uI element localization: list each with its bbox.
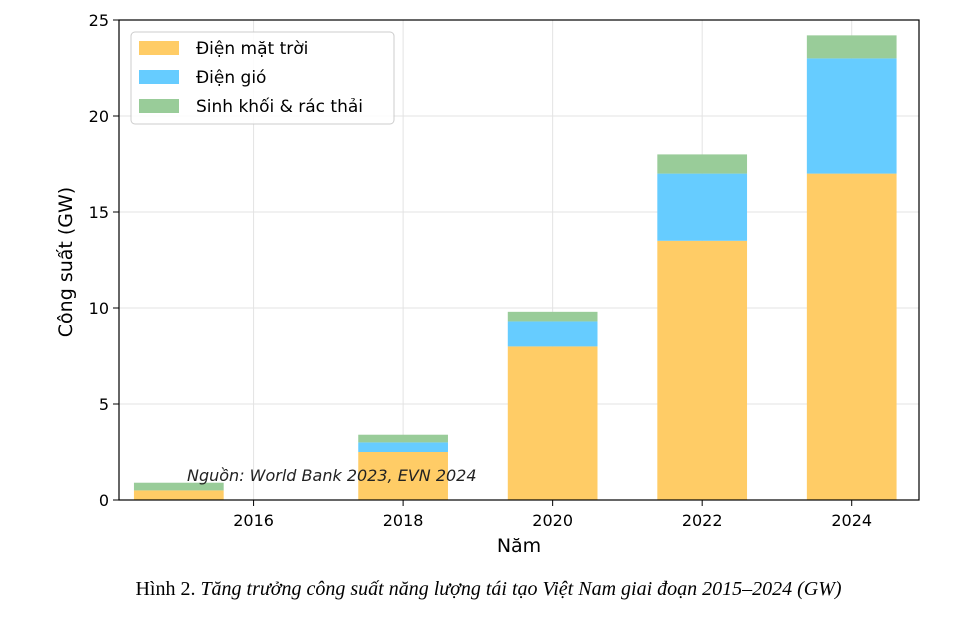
legend-swatch-1 [139, 70, 179, 84]
bar-2020-series-0 [507, 346, 598, 500]
legend-swatch-2 [139, 99, 179, 113]
bar-2018-series-0 [358, 452, 448, 500]
y-tick-label: 15 [89, 203, 109, 222]
y-tick-label: 25 [89, 11, 109, 30]
ticks: 0 5 10 15 20 25 2016 2018 2020 2022 2024 [89, 11, 872, 530]
legend-frame [130, 31, 395, 125]
y-axis-label: Công suất (GW) [55, 187, 77, 337]
bar-2022-series-0 [657, 240, 748, 501]
bar-2015-series-0 [133, 490, 224, 500]
y-tick-label: 5 [99, 395, 109, 414]
bar-2024-series-2 [806, 35, 897, 59]
bar-2022-series-2 [657, 154, 748, 174]
y-tick-label: 20 [89, 107, 109, 126]
x-axis-label: Năm [497, 535, 541, 557]
legend-label-1: Điện gió [196, 68, 266, 88]
bars [133, 35, 897, 501]
bar-2018-series-1 [358, 442, 448, 452]
bar-2020-series-1 [507, 321, 598, 347]
y-tick-label: 0 [99, 491, 109, 510]
caption-title: Tăng trưởng công suất năng lượng tái tạo… [200, 578, 842, 600]
legend: Điện mặt trời Điện gió Sinh khối & rác thả… [130, 31, 395, 125]
x-tick-label: 2024 [831, 511, 872, 530]
y-tick-label: 10 [89, 299, 109, 318]
x-tick-label: 2016 [233, 511, 274, 530]
bar-2024-series-0 [806, 173, 897, 500]
x-tick-label: 2020 [532, 511, 573, 530]
bar-2022-series-1 [657, 173, 748, 241]
x-tick-label: 2022 [682, 511, 723, 530]
figure-caption: Hình 2. Tăng trưởng công suất năng lượng… [0, 578, 977, 601]
caption-label: Hình 2. [135, 578, 196, 600]
chart: Nguồn: World Bank 2023, EVN 2024 0 5 10 15 2… [55, 11, 920, 557]
bar-2020-series-2 [507, 311, 598, 322]
bar-2018-series-2 [358, 434, 448, 443]
axes-frame [118, 19, 920, 501]
legend-label-2: Sinh khối & rác thải [196, 96, 363, 117]
x-tick-label: 2018 [383, 511, 424, 530]
bar-2024-series-1 [806, 58, 897, 174]
legend-label-0: Điện mặt trời [196, 39, 308, 59]
source-annotation: Nguồn: World Bank 2023, EVN 2024 [187, 466, 477, 485]
legend-swatch-0 [139, 41, 179, 55]
bar-2015-series-2 [133, 482, 224, 491]
